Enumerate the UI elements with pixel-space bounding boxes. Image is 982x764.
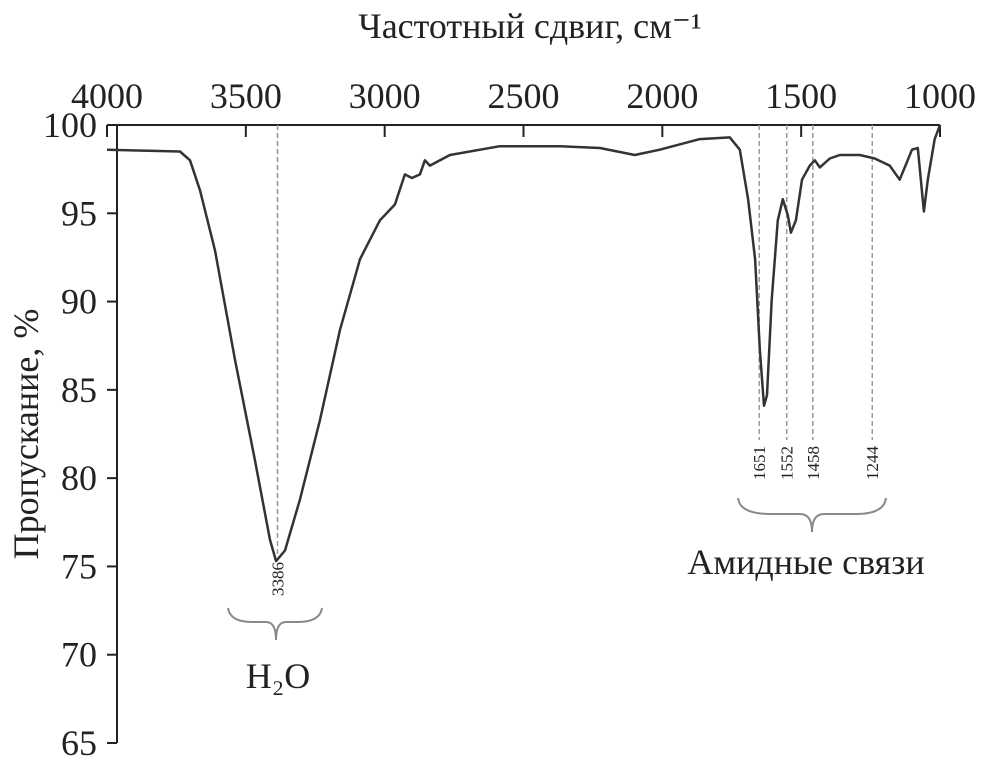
group-label: H₂O bbox=[246, 656, 311, 696]
x-tick-label: 1500 bbox=[765, 76, 837, 116]
x-tick-label: 2000 bbox=[626, 76, 698, 116]
x-axis-title: Частотный сдвиг, см⁻¹ bbox=[358, 6, 701, 46]
y-tick-label: 70 bbox=[61, 635, 97, 675]
x-tick-label: 3000 bbox=[349, 76, 421, 116]
y-axis-title: Пропускание, % bbox=[6, 309, 46, 560]
peak-label: 1458 bbox=[804, 446, 823, 480]
y-tick-label: 85 bbox=[61, 370, 97, 410]
brace bbox=[737, 497, 887, 533]
y-tick-label: 95 bbox=[61, 193, 97, 233]
peak-label: 3386 bbox=[268, 562, 287, 596]
group-label: Амидные связи bbox=[687, 542, 924, 582]
y-tick-label: 65 bbox=[61, 723, 97, 763]
peak-label: 1651 bbox=[750, 446, 769, 480]
peak-label: 1552 bbox=[778, 446, 797, 480]
peak-label: 1244 bbox=[863, 446, 882, 481]
y-tick-label: 75 bbox=[61, 546, 97, 586]
x-tick-label: 1000 bbox=[904, 76, 976, 116]
x-tick-label: 4000 bbox=[71, 76, 143, 116]
spectrum-line bbox=[106, 124, 942, 563]
x-tick-label: 2500 bbox=[488, 76, 560, 116]
y-tick-label: 80 bbox=[61, 458, 97, 498]
x-tick-label: 3500 bbox=[210, 76, 282, 116]
y-tick-label: 100 bbox=[43, 105, 97, 145]
brace bbox=[227, 607, 323, 641]
y-tick-label: 90 bbox=[61, 282, 97, 322]
